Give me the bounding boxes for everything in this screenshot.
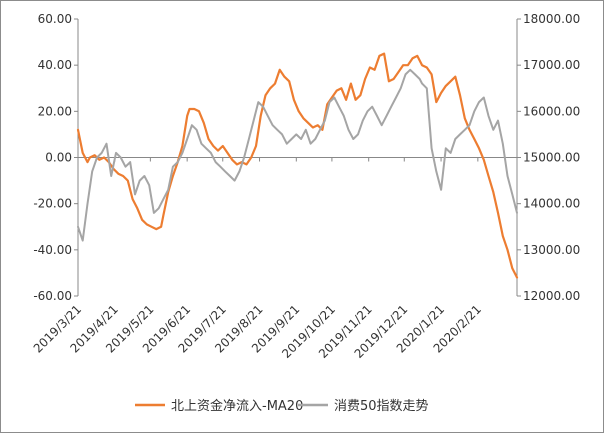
right-tick-label: 16000.00	[523, 104, 580, 118]
right-tick-label: 18000.00	[523, 12, 580, 26]
left-tick-label: -60.00	[33, 289, 72, 303]
right-tick-label: 13000.00	[523, 243, 580, 257]
left-tick-label: 40.00	[38, 58, 72, 72]
right-axis-ticks: 18000.00 17000.00 16000.00 15000.00 14000.00…	[517, 12, 580, 303]
right-tick-label: 17000.00	[523, 58, 580, 72]
left-tick-label: 20.00	[38, 104, 72, 118]
right-tick-label: 14000.00	[523, 197, 580, 211]
axes-group	[77, 19, 518, 296]
right-tick-label: 12000.00	[523, 289, 580, 303]
left-tick-label: -20.00	[33, 197, 72, 211]
series-line-consumer50-index	[77, 68, 518, 242]
series-line-northbound-flow	[76, 52, 519, 279]
left-tick-label: 0.00	[45, 151, 72, 165]
left-tick-label: 60.00	[38, 12, 72, 26]
right-tick-label: 15000.00	[523, 151, 580, 165]
legend-label-northbound-flow: 北上资金净流入-MA20	[171, 398, 303, 414]
legend: 北上资金净流入-MA20 消费50指数走势	[135, 398, 429, 414]
left-tick-label: -40.00	[33, 243, 72, 257]
legend-label-consumer50-index: 消费50指数走势	[334, 398, 429, 414]
left-axis-ticks: 60.00 40.00 20.00 0.00 -20.00 -40.00 -60.00	[33, 12, 78, 303]
series-group	[76, 52, 519, 279]
x-axis-ticks: 2019/3/212019/4/212019/5/212019/6/212019…	[31, 157, 484, 361]
